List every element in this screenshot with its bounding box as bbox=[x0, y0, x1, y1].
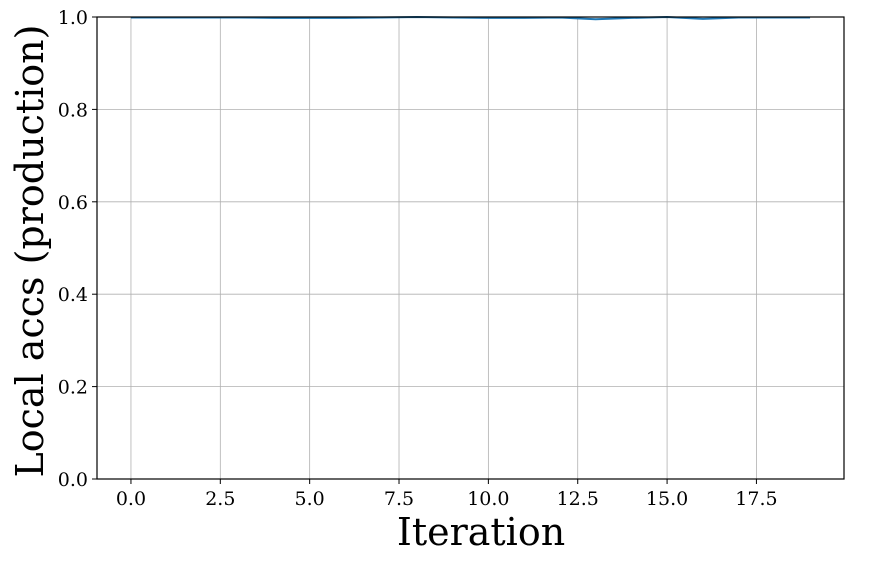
x-axis: 0.0 2.5 5.0 7.5 10.0 12.5 15.0 17.5 bbox=[116, 479, 778, 510]
x-tick-label: 7.5 bbox=[384, 488, 414, 510]
x-tick-label: 17.5 bbox=[735, 488, 777, 510]
y-tick-label: 1.0 bbox=[58, 7, 88, 29]
x-tick-label: 12.5 bbox=[557, 488, 599, 510]
x-tick-label: 10.0 bbox=[467, 488, 509, 510]
y-tick-label: 0.0 bbox=[58, 469, 88, 491]
x-tick-label: 15.0 bbox=[646, 488, 688, 510]
y-tick-label: 0.8 bbox=[58, 99, 88, 121]
y-tick-label: 0.4 bbox=[58, 284, 88, 306]
x-axis-title: Iteration bbox=[397, 510, 565, 554]
y-axis-title: Local accs (production) bbox=[8, 25, 52, 478]
y-axis: 0.0 0.2 0.4 0.6 0.8 1.0 bbox=[58, 7, 97, 491]
y-tick-label: 0.2 bbox=[58, 377, 88, 399]
y-tick-label: 0.6 bbox=[58, 192, 88, 214]
x-tick-label: 5.0 bbox=[295, 488, 325, 510]
grid bbox=[97, 16, 844, 480]
plot-frame bbox=[96, 16, 845, 480]
x-tick-label: 2.5 bbox=[205, 488, 235, 510]
x-tick-label: 0.0 bbox=[116, 488, 146, 510]
